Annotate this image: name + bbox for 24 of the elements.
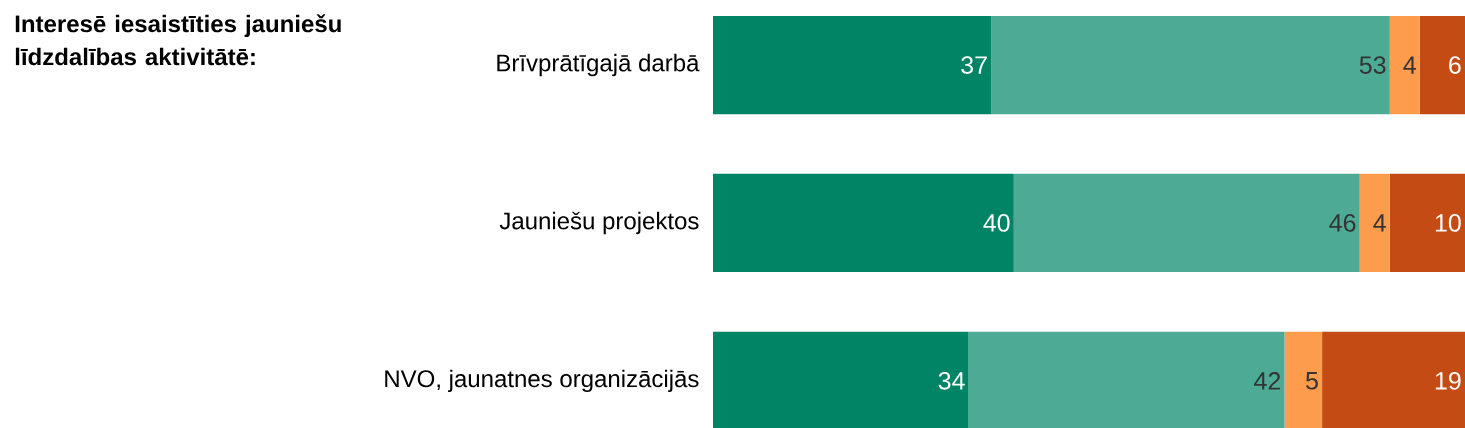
bar [1359,173,1390,273]
bar [991,15,1390,115]
data-label: 46 [1329,214,1356,232]
data-label: 53 [1359,56,1386,74]
y-tick-label: Brīvprātīgajā darbā [497,53,700,77]
data-label: 19 [1435,371,1461,390]
bar [1389,173,1465,273]
bar [1389,15,1420,115]
data-label: 4 [1403,56,1416,74]
data-label: 4 [1373,214,1386,232]
bar [713,173,1014,273]
data-label: 42 [1254,372,1281,390]
y-tick-label: NVO, jaunatnes organizācijās [385,369,699,393]
bar [1419,15,1465,115]
data-label: 10 [1435,214,1461,232]
data-label: 6 [1449,56,1461,74]
y-tick-label: Jauniešu projektos [499,211,699,235]
data-label: 40 [983,214,1010,232]
text: Interesē iesaistīties jauniešu līdzdalības aktivitātē: [15,14,341,66]
data-label: 5 [1306,372,1318,390]
bar [1013,173,1360,273]
bar [713,15,992,115]
data-label: 37 [961,56,987,74]
data-label: 34 [938,371,965,390]
